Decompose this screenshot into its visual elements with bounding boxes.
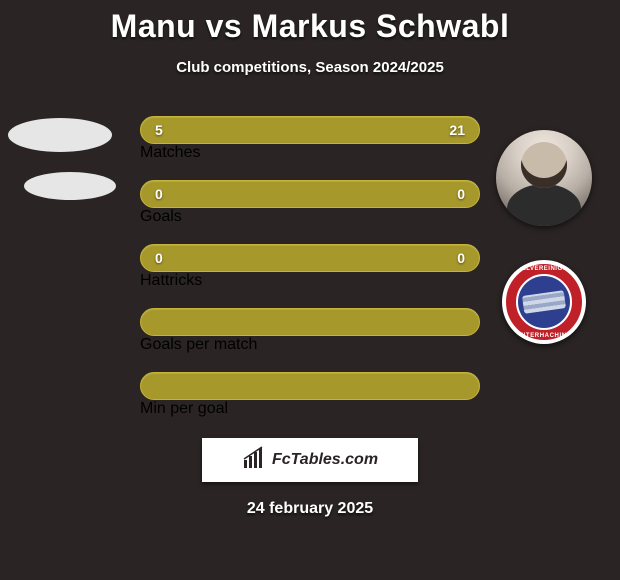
stat-row: 00Goals bbox=[140, 180, 480, 226]
stat-label: Goals bbox=[140, 208, 182, 225]
avatar-placeholder bbox=[24, 172, 116, 200]
subtitle: Club competitions, Season 2024/2025 bbox=[0, 59, 620, 76]
stat-pill: 00 bbox=[140, 244, 480, 272]
stat-label: Min per goal bbox=[140, 400, 228, 417]
stat-right-value: 21 bbox=[449, 122, 465, 138]
stat-pill bbox=[140, 308, 480, 336]
attribution-box: FcTables.com bbox=[202, 438, 418, 482]
stat-right-value: 0 bbox=[457, 250, 465, 266]
stat-label: Matches bbox=[140, 144, 200, 161]
avatar-placeholder bbox=[8, 118, 112, 152]
stat-row: 5 21 Matches bbox=[140, 116, 480, 162]
date-text: 24 february 2025 bbox=[0, 500, 620, 518]
stat-pill bbox=[140, 372, 480, 400]
club-badge: SPIELVEREINIGUNG UNTERHACHING bbox=[502, 260, 586, 344]
stat-row: Goals per match bbox=[140, 308, 480, 354]
stat-row: Min per goal bbox=[140, 372, 480, 418]
stat-left-value: 0 bbox=[155, 250, 163, 266]
page-title: Manu vs Markus Schwabl bbox=[0, 0, 620, 45]
player-photo bbox=[496, 130, 592, 226]
stat-left-value: 5 bbox=[155, 122, 163, 138]
stat-left-value: 0 bbox=[155, 186, 163, 202]
stat-pill: 5 21 bbox=[140, 116, 480, 144]
right-player-avatars: SPIELVEREINIGUNG UNTERHACHING bbox=[496, 130, 592, 344]
stat-label: Goals per match bbox=[140, 336, 257, 353]
stat-pill: 00 bbox=[140, 180, 480, 208]
stat-label: Hattricks bbox=[140, 272, 202, 289]
attribution-text: FcTables.com bbox=[272, 451, 378, 469]
left-player-avatars bbox=[8, 118, 116, 200]
stat-right-value: 0 bbox=[457, 186, 465, 202]
bar-chart-icon bbox=[242, 446, 266, 475]
stat-row: 00Hattricks bbox=[140, 244, 480, 290]
